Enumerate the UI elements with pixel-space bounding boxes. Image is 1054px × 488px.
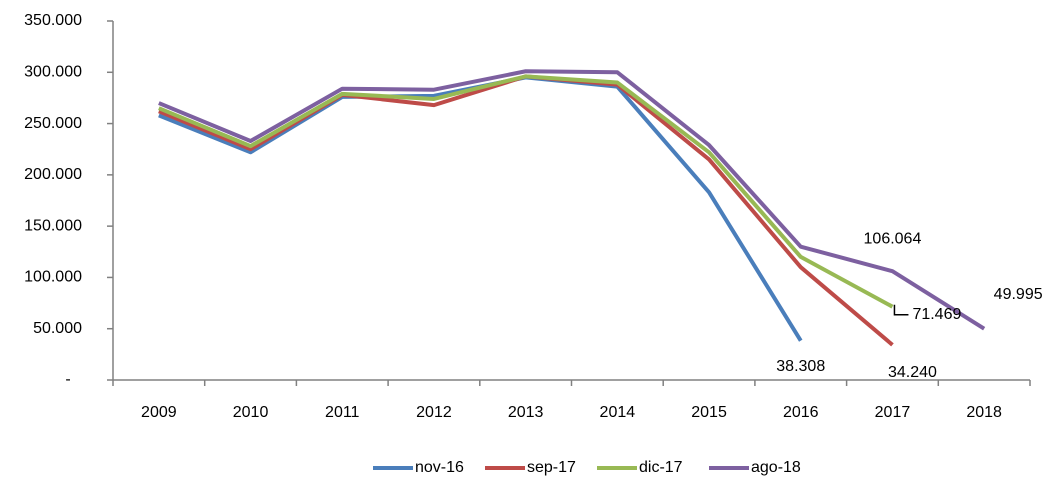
x-tick-label: 2013: [508, 404, 544, 421]
data-label: 34.240: [888, 364, 937, 381]
x-tick-label: 2012: [416, 404, 452, 421]
x-tick-label: 2016: [783, 404, 819, 421]
y-tick-label: 250.000: [24, 115, 82, 132]
data-label: 38.308: [776, 358, 825, 375]
x-tick-label: 2014: [600, 404, 636, 421]
legend-label: ago-18: [751, 459, 801, 476]
series-line: [158, 74, 894, 309]
y-tick-label: 50.000: [33, 320, 82, 337]
y-tick-label: 100.000: [24, 269, 82, 286]
y-tick-label: -: [65, 371, 70, 388]
x-tick-label: 2018: [966, 404, 1002, 421]
x-tick-label: 2011: [325, 404, 360, 421]
data-label: 106.064: [864, 230, 922, 247]
y-tick-label: 200.000: [24, 166, 82, 183]
series-line: [158, 69, 986, 331]
legend-label: sep-17: [527, 459, 576, 476]
legend-label: nov-16: [415, 459, 464, 476]
data-label: 49.995: [994, 286, 1043, 303]
x-tick-label: 2010: [233, 404, 269, 421]
leader-line: [893, 304, 909, 316]
y-tick-label: 350.000: [24, 12, 82, 29]
x-tick-label: 2017: [875, 404, 911, 421]
y-tick-label: 150.000: [24, 217, 82, 234]
x-tick-label: 2015: [691, 404, 727, 421]
series-line: [158, 75, 803, 342]
x-tick-label: 2009: [141, 404, 177, 421]
legend-label: dic-17: [639, 459, 683, 476]
data-label: 71.469: [912, 306, 961, 323]
y-tick-label: 300.000: [24, 64, 82, 81]
series-line: [158, 74, 894, 347]
